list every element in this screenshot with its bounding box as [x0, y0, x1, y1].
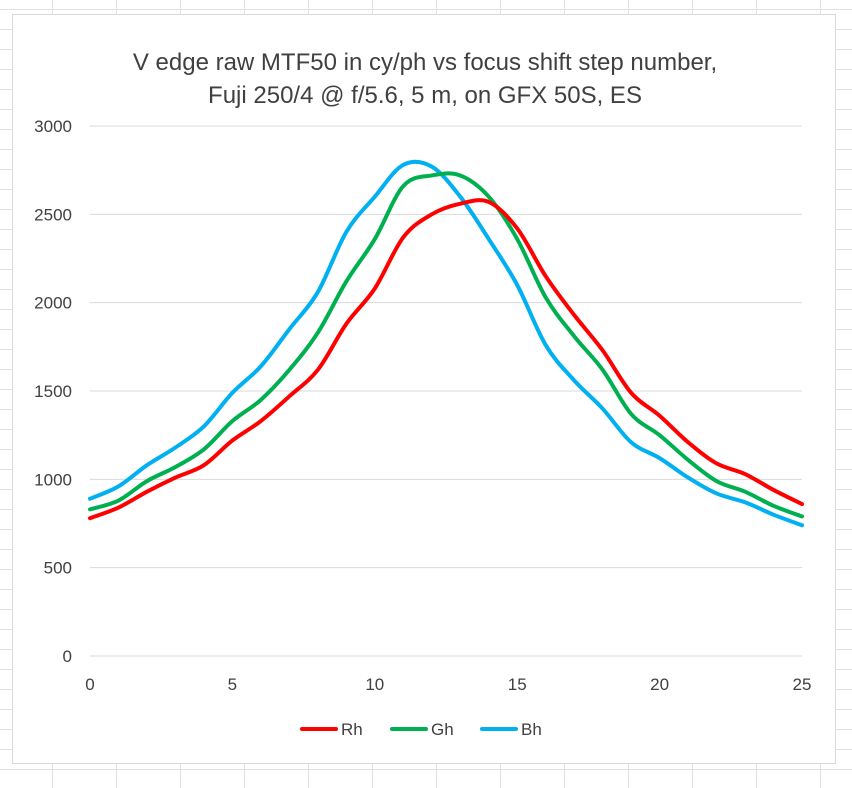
- y-tick-label: 0: [63, 647, 72, 666]
- series-line-rh[interactable]: [88, 198, 804, 521]
- y-tick-label: 2000: [34, 294, 72, 313]
- x-tick-label: 20: [650, 675, 669, 694]
- y-tick-label: 1000: [34, 470, 72, 489]
- y-axis-tick-labels: 0 500 1000 1500 2000 2500 3000: [34, 117, 72, 666]
- x-tick-label: 5: [228, 675, 237, 694]
- y-tick-label: 500: [44, 559, 72, 578]
- plot-gridlines: [90, 125, 802, 657]
- chart-svg: V edge raw MTF50 in cy/ph vs focus shift…: [34, 49, 811, 739]
- chart-title-line-1: V edge raw MTF50 in cy/ph vs focus shift…: [133, 49, 717, 76]
- x-tick-label: 25: [793, 675, 812, 694]
- x-axis-tick-labels: 0 5 10 15 20 25: [85, 675, 811, 694]
- legend-item-rh[interactable]: Rh: [300, 720, 363, 739]
- legend-label: Bh: [521, 720, 542, 739]
- chart-title-line-2: Fuji 250/4 @ f/5.6, 5 m, on GFX 50S, ES: [208, 82, 642, 109]
- x-tick-label: 15: [508, 675, 527, 694]
- chart-legend[interactable]: Rh Gh Bh: [300, 720, 542, 739]
- legend-item-gh[interactable]: Gh: [390, 720, 454, 739]
- series-line-bh[interactable]: [88, 159, 804, 528]
- legend-item-bh[interactable]: Bh: [480, 720, 542, 739]
- series-line-gh[interactable]: [88, 171, 804, 519]
- x-tick-label: 0: [85, 675, 94, 694]
- y-tick-label: 1500: [34, 382, 72, 401]
- y-tick-label: 3000: [34, 117, 72, 136]
- x-tick-label: 10: [365, 675, 384, 694]
- plot-series: [88, 159, 804, 528]
- legend-label: Rh: [341, 720, 363, 739]
- y-tick-label: 2500: [34, 205, 72, 224]
- chart-area[interactable]: V edge raw MTF50 in cy/ph vs focus shift…: [12, 14, 836, 764]
- legend-label: Gh: [431, 720, 454, 739]
